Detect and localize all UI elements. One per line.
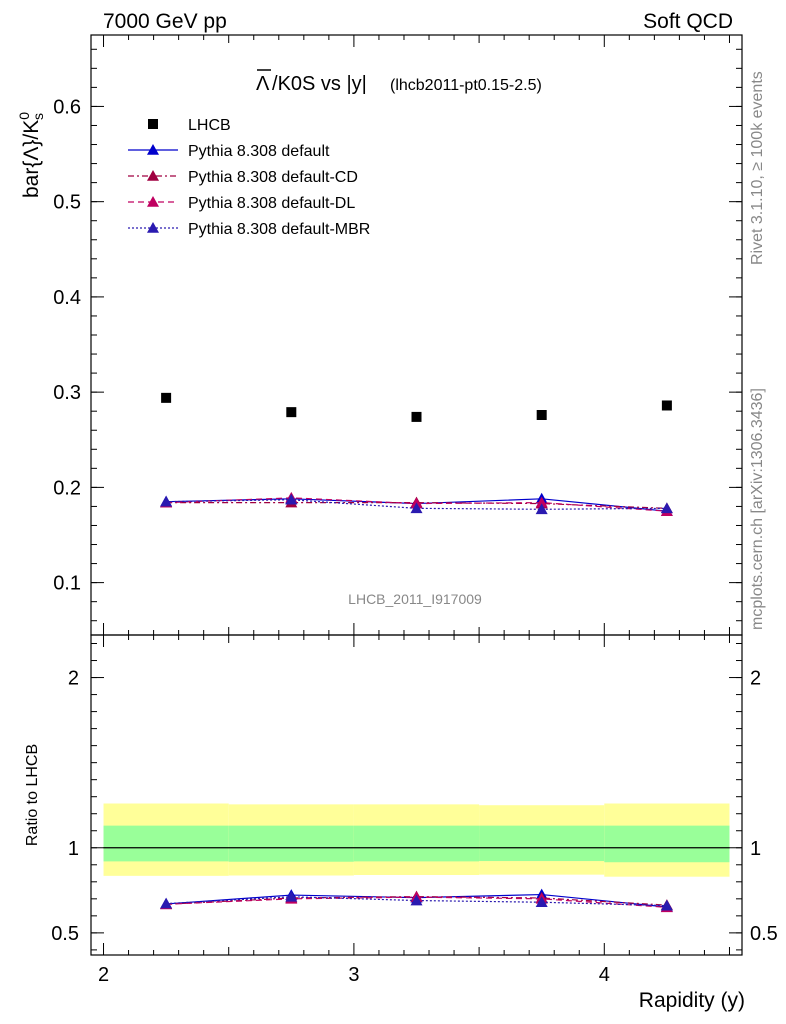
main-panel: 0.1 0.2 0.3 0.4 0.5 0.6: [53, 34, 743, 636]
legend-marker: [147, 144, 159, 155]
legend-label: Pythia 8.308 default-CD: [188, 169, 358, 186]
y-tick-label: 0.5: [51, 923, 79, 945]
analysis-watermark: LHCB_2011_I917009: [348, 591, 482, 607]
x-axis-label: Rapidity (y): [639, 989, 745, 1012]
data-point: [161, 392, 172, 403]
uncertainty-band-inner: [479, 825, 605, 862]
series-point: [160, 897, 173, 909]
series-point: [535, 896, 548, 908]
header-category: Soft QCD: [643, 10, 733, 33]
y-tick-label: 0.1: [53, 573, 81, 595]
ylabel-text: bar{Λ}/K: [20, 120, 43, 198]
x-tick-label: 2: [98, 964, 109, 986]
series-point: [660, 899, 673, 911]
title-main: /K0S vs |y|: [272, 73, 367, 95]
main-title: Λ /K0S vs |y| (lhcb2011-pt0.15-2.5): [256, 69, 542, 95]
legend-label: Pythia 8.308 default: [188, 143, 330, 160]
legend-label-data: LHCB: [188, 117, 231, 134]
uncertainty-band-inner: [228, 825, 354, 862]
data-point: [536, 410, 547, 420]
legend-marker: [147, 170, 159, 181]
series-point: [535, 503, 548, 515]
mcplots-label: mcplots.cern.ch [arXiv:1306.3436]: [749, 388, 766, 630]
header-energy: 7000 GeV pp: [103, 10, 227, 33]
uncertainty-band-inner: [353, 825, 480, 862]
panel-frame: [90, 634, 743, 956]
data-point: [411, 411, 422, 422]
data-point: [286, 407, 297, 418]
series-point: [285, 493, 298, 505]
y-tick-label-right: 1: [750, 838, 761, 860]
y-tick-label: 1: [68, 838, 79, 860]
legend-marker-data: [148, 119, 158, 129]
y-tick-label: 0.4: [53, 287, 81, 309]
ylabel-sup: 0: [16, 112, 32, 120]
series-point: [410, 894, 423, 906]
legend: LHCB Pythia 8.308 default Pythia 8.308 def…: [128, 117, 370, 238]
svg-text:bar{Λ}/K0s: bar{Λ}/K0s: [16, 112, 46, 198]
series-point: [285, 890, 298, 902]
legend-label: Pythia 8.308 default-MBR: [188, 221, 370, 238]
ratio-panel: 2 3 4 0.5 0.5 1 1 2 2: [51, 634, 778, 986]
series-line: [166, 499, 667, 510]
y-tick-label: 0.5: [53, 192, 81, 214]
main-ylabel: bar{Λ}/K0s: [16, 112, 46, 198]
legend-marker: [147, 222, 159, 233]
y-tick-label: 2: [68, 668, 79, 690]
title-sub: (lhcb2011-pt0.15-2.5): [390, 77, 542, 94]
series-line: [166, 896, 667, 907]
uncertainty-band-inner: [103, 825, 229, 862]
y-tick-label: 0.6: [53, 96, 81, 118]
x-tick-label: 3: [348, 964, 359, 986]
y-tick-label-right: 0.5: [750, 923, 778, 945]
series-point: [660, 502, 673, 514]
series-point: [160, 495, 173, 507]
ratio-ylabel: Ratio to LHCB: [24, 744, 41, 846]
y-tick-label: 0.2: [53, 477, 81, 499]
x-tick-label: 4: [599, 964, 610, 986]
title-symbol: Λ: [256, 73, 270, 95]
data-point: [661, 400, 672, 411]
series-point: [535, 496, 548, 508]
legend-label: Pythia 8.308 default-DL: [188, 195, 355, 212]
legend-marker: [147, 196, 159, 207]
uncertainty-band-inner: [604, 825, 730, 863]
ylabel-sub: s: [30, 113, 46, 120]
rivet-label: Rivet 3.1.10, ≥ 100k events: [749, 71, 766, 265]
y-tick-label-right: 2: [750, 668, 761, 690]
series-point: [410, 502, 423, 514]
y-tick-label: 0.3: [53, 382, 81, 404]
